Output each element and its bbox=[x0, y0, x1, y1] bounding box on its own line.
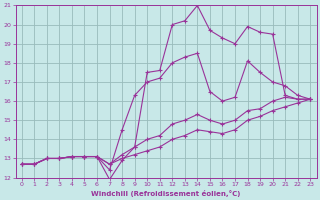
X-axis label: Windchill (Refroidissement éolien,°C): Windchill (Refroidissement éolien,°C) bbox=[91, 190, 241, 197]
